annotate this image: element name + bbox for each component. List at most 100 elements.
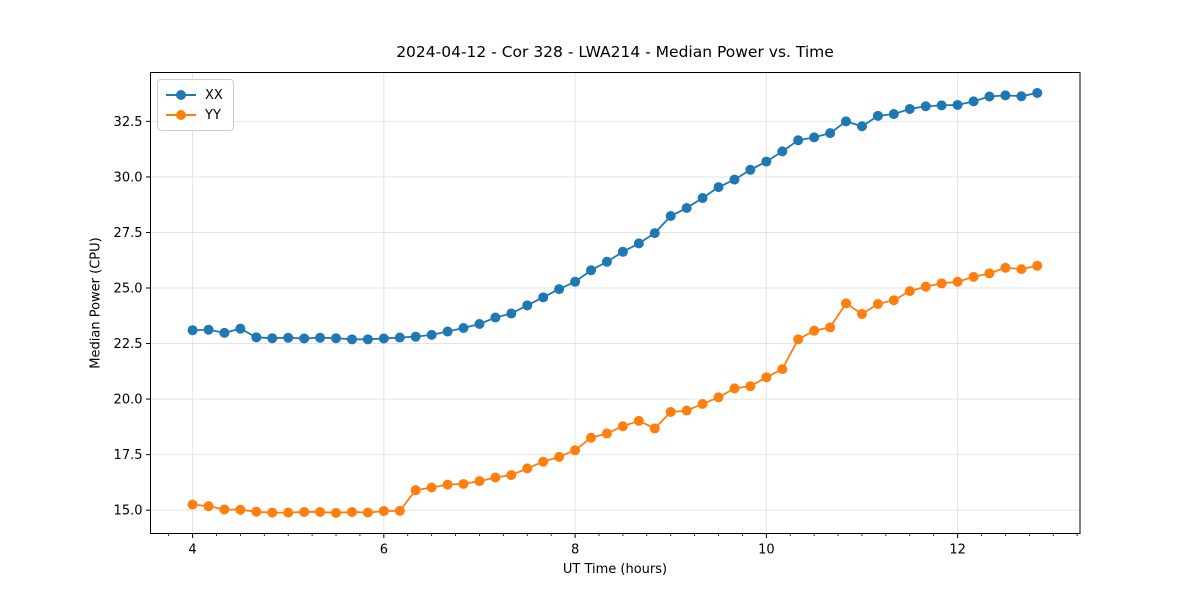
y-tick-label: 22.5 [114, 337, 143, 352]
data-point-xx [251, 332, 262, 343]
data-point-yy [888, 295, 899, 306]
data-point-yy [1032, 260, 1043, 271]
data-point-xx [633, 238, 644, 249]
data-point-yy [219, 504, 230, 515]
data-point-yy [777, 364, 788, 375]
data-point-xx [777, 146, 788, 157]
legend-label: YY [205, 107, 221, 123]
data-point-xx [952, 99, 963, 110]
data-point-xx [856, 121, 867, 132]
data-point-xx [729, 174, 740, 185]
data-point-yy [665, 406, 676, 417]
data-point-yy [378, 506, 389, 517]
data-point-yy [761, 372, 772, 383]
chart-title: 2024-04-12 - Cor 328 - LWA214 - Median P… [396, 43, 834, 61]
data-point-xx [346, 334, 357, 345]
data-point-xx [522, 300, 533, 311]
data-point-yy [601, 428, 612, 439]
series-line-xx [192, 92, 1038, 341]
data-point-xx [426, 329, 437, 340]
y-tick-label: 30.0 [114, 170, 143, 185]
data-point-yy [299, 506, 310, 517]
data-point-xx [490, 312, 501, 323]
data-point-yy [394, 505, 405, 516]
data-point-xx [713, 182, 724, 193]
legend-line-marker-icon [166, 90, 196, 100]
data-point-xx [506, 308, 517, 319]
data-point-xx [586, 265, 597, 276]
data-point-yy [426, 482, 437, 493]
data-point-yy [920, 281, 931, 292]
data-point-xx [331, 333, 342, 344]
data-point-xx [841, 116, 851, 127]
data-point-yy [936, 278, 947, 289]
data-point-xx [458, 322, 469, 333]
legend-label: XX [205, 87, 223, 103]
data-point-yy [952, 276, 963, 287]
data-point-xx [538, 292, 549, 303]
data-point-xx [968, 96, 979, 107]
data-point-yy [267, 507, 278, 518]
data-point-yy [554, 451, 565, 462]
data-point-yy [586, 432, 597, 443]
data-point-yy [856, 309, 867, 319]
data-point-xx [872, 110, 883, 121]
x-tick-label: 8 [571, 543, 579, 558]
data-point-yy [729, 383, 740, 394]
data-point-xx [936, 100, 947, 111]
data-point-xx [601, 256, 612, 267]
data-point-xx [299, 333, 310, 344]
data-point-yy [681, 405, 692, 416]
data-point-yy [331, 507, 342, 518]
data-point-xx [904, 103, 915, 114]
data-point-yy [904, 286, 915, 297]
data-point-xx [315, 332, 326, 343]
data-point-yy [745, 381, 756, 392]
data-point-xx [410, 331, 421, 342]
data-point-xx [888, 109, 899, 120]
data-point-yy [1000, 262, 1011, 273]
data-point-yy [633, 415, 644, 426]
data-point-xx [681, 203, 692, 214]
y-tick-label: 17.5 [114, 448, 143, 463]
data-point-xx [442, 326, 453, 337]
data-point-yy [1016, 264, 1027, 275]
data-point-yy [203, 501, 214, 512]
y-tick-label: 32.5 [114, 115, 143, 130]
data-point-yy [872, 299, 883, 309]
data-point-xx [1032, 87, 1043, 98]
data-point-yy [793, 334, 804, 345]
data-point-xx [809, 132, 820, 143]
x-tick-label: 12 [949, 543, 966, 558]
data-point-yy [251, 506, 262, 517]
x-tick-label: 6 [380, 543, 388, 558]
data-point-xx [649, 228, 660, 239]
data-point-yy [841, 298, 851, 309]
series-line-yy [192, 264, 1038, 514]
data-point-yy [506, 470, 517, 481]
data-point-xx [617, 246, 628, 257]
x-tick-label: 10 [758, 543, 775, 558]
legend-line-marker-icon [166, 110, 196, 120]
data-point-yy [522, 463, 533, 474]
data-point-yy [458, 478, 469, 489]
data-point-yy [649, 423, 660, 434]
y-tick-label: 27.5 [114, 226, 143, 241]
data-point-xx [187, 325, 198, 336]
data-point-xx [761, 156, 772, 167]
data-point-yy [283, 507, 294, 518]
data-point-yy [617, 421, 628, 432]
data-point-yy [968, 271, 979, 282]
data-point-xx [554, 284, 565, 295]
y-tick-label: 15.0 [114, 504, 143, 519]
data-point-xx [394, 332, 405, 343]
y-tick-label: 25.0 [114, 282, 143, 297]
x-axis-label: UT Time (hours) [562, 562, 668, 577]
data-point-yy [474, 476, 485, 487]
data-point-yy [362, 507, 373, 518]
data-point-xx [697, 193, 708, 204]
data-point-xx [1000, 90, 1011, 101]
data-point-xx [1016, 91, 1027, 102]
legend-item-yy: YY [166, 105, 223, 125]
